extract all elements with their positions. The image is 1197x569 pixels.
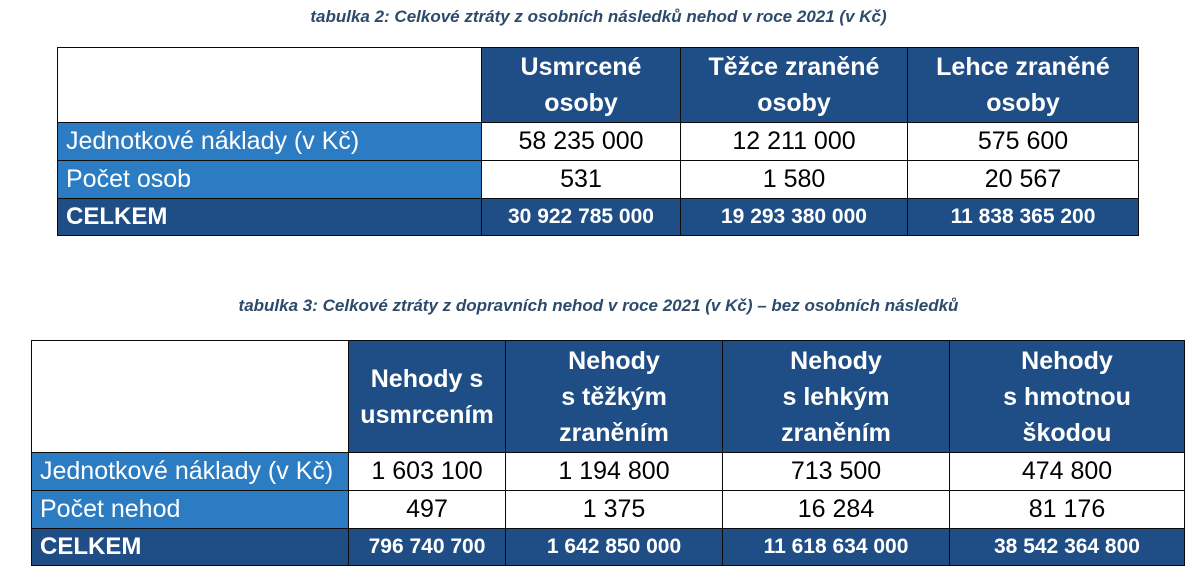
table-cell: 81 176 bbox=[949, 490, 1185, 529]
table3-col-header-material-damage: Nehody s hmotnou škodou bbox=[949, 340, 1185, 453]
table-cell: 1 580 bbox=[680, 160, 908, 199]
total-label: CELKEM bbox=[31, 528, 349, 566]
table3-col-header-light-injury: Nehody s lehkým zraněním bbox=[722, 340, 950, 453]
total-label: CELKEM bbox=[57, 198, 482, 236]
header-line: Nehody bbox=[568, 346, 660, 375]
table2-col-header-seriously-injured: Těžce zraněné osoby bbox=[680, 47, 908, 123]
total-cell: 19 293 380 000 bbox=[680, 198, 908, 236]
table2-col-header-killed: Usmrcené osoby bbox=[481, 47, 681, 123]
header-line: osoby bbox=[757, 89, 831, 117]
table-cell: 713 500 bbox=[722, 452, 950, 491]
table-cell: 497 bbox=[348, 490, 506, 529]
header-line: s těžkým bbox=[561, 382, 667, 411]
table3-corner-cell bbox=[31, 340, 349, 453]
header-line: zraněním bbox=[559, 418, 669, 447]
header-line: Usmrcené bbox=[520, 53, 642, 81]
header-line: usmrcením bbox=[360, 400, 494, 429]
table2-corner-cell bbox=[57, 47, 482, 123]
table-cell: 1 194 800 bbox=[505, 452, 723, 491]
total-cell: 1 642 850 000 bbox=[505, 528, 723, 566]
table3-col-header-serious-injury: Nehody s těžkým zraněním bbox=[505, 340, 723, 453]
header-line: Nehody bbox=[1021, 346, 1113, 375]
header-line: osoby bbox=[544, 89, 618, 117]
row-label-person-count: Počet osob bbox=[57, 160, 482, 199]
table3-col-header-fatal: Nehody s usmrcením bbox=[348, 340, 506, 453]
table-row: Jednotkové náklady (v Kč) 58 235 000 12 … bbox=[57, 122, 1139, 161]
table3-header-row: Nehody s usmrcením Nehody s těžkým zraně… bbox=[31, 340, 1185, 453]
total-cell: 11 618 634 000 bbox=[722, 528, 950, 566]
table-cell: 16 284 bbox=[722, 490, 950, 529]
table-row: Počet osob 531 1 580 20 567 bbox=[57, 160, 1139, 199]
table-row: Jednotkové náklady (v Kč) 1 603 100 1 19… bbox=[31, 452, 1185, 491]
table2-total-row: CELKEM 30 922 785 000 19 293 380 000 11 … bbox=[57, 198, 1139, 236]
table2-losses-personal: Usmrcené osoby Těžce zraněné osoby Lehce… bbox=[57, 47, 1139, 236]
table2-col-header-lightly-injured: Lehce zraněné osoby bbox=[907, 47, 1139, 123]
table-cell: 1 603 100 bbox=[348, 452, 506, 491]
header-line: s hmotnou bbox=[1003, 382, 1131, 411]
total-cell: 38 542 364 800 bbox=[949, 528, 1185, 566]
total-cell: 30 922 785 000 bbox=[481, 198, 681, 236]
row-label-accident-count: Počet nehod bbox=[31, 490, 349, 529]
table3-losses-accidents: Nehody s usmrcením Nehody s těžkým zraně… bbox=[31, 340, 1185, 566]
table-cell: 474 800 bbox=[949, 452, 1185, 491]
table-cell: 575 600 bbox=[907, 122, 1139, 161]
header-line: Nehody s bbox=[370, 364, 484, 393]
table-row: Počet nehod 497 1 375 16 284 81 176 bbox=[31, 490, 1185, 529]
table3-caption: tabulka 3: Celkové ztráty z dopravních n… bbox=[238, 296, 959, 315]
row-label-unit-cost: Jednotkové náklady (v Kč) bbox=[57, 122, 482, 161]
table-cell: 1 375 bbox=[505, 490, 723, 529]
header-line: Nehody bbox=[790, 346, 882, 375]
header-line: osoby bbox=[986, 89, 1060, 117]
header-line: zraněním bbox=[781, 418, 891, 447]
table-cell: 20 567 bbox=[907, 160, 1139, 199]
total-cell: 796 740 700 bbox=[348, 528, 506, 566]
table-cell: 531 bbox=[481, 160, 681, 199]
row-label-unit-cost: Jednotkové náklady (v Kč) bbox=[31, 452, 349, 491]
table-cell: 12 211 000 bbox=[680, 122, 908, 161]
table2-caption: tabulka 2: Celkové ztráty z osobních nás… bbox=[310, 7, 887, 26]
total-cell: 11 838 365 200 bbox=[907, 198, 1139, 236]
header-line: Těžce zraněné bbox=[708, 53, 880, 81]
header-line: škodou bbox=[1022, 418, 1112, 447]
table3-total-row: CELKEM 796 740 700 1 642 850 000 11 618 … bbox=[31, 528, 1185, 566]
table2-header-row: Usmrcené osoby Těžce zraněné osoby Lehce… bbox=[57, 47, 1139, 123]
table-cell: 58 235 000 bbox=[481, 122, 681, 161]
header-line: s lehkým bbox=[782, 382, 890, 411]
header-line: Lehce zraněné bbox=[936, 53, 1110, 81]
